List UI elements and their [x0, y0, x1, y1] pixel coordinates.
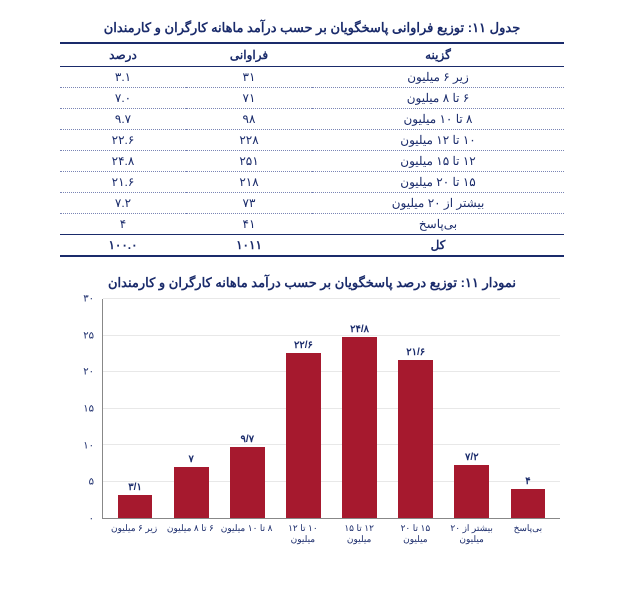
- bar: [398, 360, 433, 518]
- y-tick: ۰: [70, 514, 94, 525]
- table-cell-percent: ۱۰۰.۰: [60, 235, 186, 257]
- bar-column: ۷: [163, 299, 219, 518]
- bar-chart: ۰۵۱۰۱۵۲۰۲۵۳۰ ۳/۱۷۹/۷۲۲/۶۲۴/۸۲۱/۶۷/۲۴ زیر…: [70, 299, 564, 559]
- table-cell-option: کل: [312, 235, 564, 257]
- bar: [511, 489, 546, 518]
- table-cell-option: ۱۰ تا ۱۲ میلیون: [312, 130, 564, 151]
- y-tick: ۱۵: [70, 404, 94, 415]
- table-row: ۶ تا ۸ میلیون۷۱۷.۰: [60, 88, 564, 109]
- bar-column: ۲۴/۸: [332, 299, 388, 518]
- bar-value-label: ۹/۷: [241, 434, 255, 445]
- x-label: ۱۲ تا ۱۵ میلیون: [331, 519, 387, 559]
- x-label: ۶ تا ۸ میلیون: [162, 519, 218, 559]
- x-label: بی‌پاسخ: [500, 519, 556, 559]
- bar-value-label: ۲۲/۶: [294, 340, 313, 351]
- table-cell-option: ۶ تا ۸ میلیون: [312, 88, 564, 109]
- table-header-percent: درصد: [60, 43, 186, 67]
- table-cell-percent: ۲۴.۸: [60, 151, 186, 172]
- table-cell-percent: ۲۲.۶: [60, 130, 186, 151]
- table-row: ۸ تا ۱۰ میلیون۹۸۹.۷: [60, 109, 564, 130]
- bar: [230, 447, 265, 518]
- table-cell-frequency: ۷۳: [186, 193, 312, 214]
- table-cell-percent: ۷.۰: [60, 88, 186, 109]
- frequency-table: گزینه فراوانی درصد زیر ۶ میلیون۳۱۳.۱۶ تا…: [60, 42, 564, 257]
- table-cell-option: بیشتر از ۲۰ میلیون: [312, 193, 564, 214]
- x-axis-labels: زیر ۶ میلیون۶ تا ۸ میلیون۸ تا ۱۰ میلیون۱…: [102, 519, 560, 559]
- table-cell-frequency: ۱۰۱۱: [186, 235, 312, 257]
- y-axis: ۰۵۱۰۱۵۲۰۲۵۳۰: [70, 299, 98, 519]
- bar-value-label: ۲۱/۶: [406, 347, 425, 358]
- table-cell-frequency: ۲۱۸: [186, 172, 312, 193]
- bar-column: ۷/۲: [444, 299, 500, 518]
- table-row: ۱۵ تا ۲۰ میلیون۲۱۸۲۱.۶: [60, 172, 564, 193]
- bar-column: ۲۲/۶: [275, 299, 331, 518]
- bar-value-label: ۷: [189, 454, 194, 465]
- table-cell-frequency: ۴۱: [186, 214, 312, 235]
- bars-container: ۳/۱ ۷ ۹/۷ ۲۲/۶ ۲۴/۸ ۲۱/۶ ۷/۲ ۴: [103, 299, 560, 518]
- bar-value-label: ۲۴/۸: [350, 324, 369, 335]
- table-cell-option: زیر ۶ میلیون: [312, 67, 564, 88]
- chart-title: نمودار ۱۱: توزیع درصد پاسخگویان بر حسب د…: [60, 275, 564, 291]
- y-tick: ۲۵: [70, 330, 94, 341]
- y-tick: ۳۰: [70, 294, 94, 305]
- bar-column: ۴: [500, 299, 556, 518]
- table-cell-option: ۱۵ تا ۲۰ میلیون: [312, 172, 564, 193]
- table-cell-frequency: ۳۱: [186, 67, 312, 88]
- bar: [118, 495, 153, 518]
- table-cell-percent: ۴: [60, 214, 186, 235]
- table-row: ۱۰ تا ۱۲ میلیون۲۲۸۲۲.۶: [60, 130, 564, 151]
- table-header-option: گزینه: [312, 43, 564, 67]
- table-row: بیشتر از ۲۰ میلیون۷۳۷.۲: [60, 193, 564, 214]
- table-row: بی‌پاسخ۴۱۴: [60, 214, 564, 235]
- bar-value-label: ۴: [525, 476, 530, 487]
- table-cell-percent: ۲۱.۶: [60, 172, 186, 193]
- bar-value-label: ۳/۱: [128, 482, 142, 493]
- table-cell-percent: ۹.۷: [60, 109, 186, 130]
- table-cell-option: ۸ تا ۱۰ میلیون: [312, 109, 564, 130]
- table-cell-percent: ۷.۲: [60, 193, 186, 214]
- bar: [286, 353, 321, 518]
- table-row: کل۱۰۱۱۱۰۰.۰: [60, 235, 564, 257]
- x-label: ۱۰ تا ۱۲ میلیون: [275, 519, 331, 559]
- bar: [342, 337, 377, 518]
- table-cell-frequency: ۹۸: [186, 109, 312, 130]
- bar-column: ۹/۷: [219, 299, 275, 518]
- y-tick: ۵: [70, 477, 94, 488]
- x-label: ۱۵ تا ۲۰ میلیون: [387, 519, 443, 559]
- bar-column: ۲۱/۶: [388, 299, 444, 518]
- bar-column: ۳/۱: [107, 299, 163, 518]
- x-label: زیر ۶ میلیون: [106, 519, 162, 559]
- plot-area: ۳/۱ ۷ ۹/۷ ۲۲/۶ ۲۴/۸ ۲۱/۶ ۷/۲ ۴: [102, 299, 560, 519]
- table-cell-option: ۱۲ تا ۱۵ میلیون: [312, 151, 564, 172]
- table-cell-frequency: ۲۲۸: [186, 130, 312, 151]
- x-label: ۸ تا ۱۰ میلیون: [219, 519, 275, 559]
- table-cell-percent: ۳.۱: [60, 67, 186, 88]
- bar: [174, 467, 209, 518]
- table-header-frequency: فراوانی: [186, 43, 312, 67]
- table-cell-frequency: ۷۱: [186, 88, 312, 109]
- table-cell-option: بی‌پاسخ: [312, 214, 564, 235]
- table-cell-frequency: ۲۵۱: [186, 151, 312, 172]
- x-label: بیشتر از ۲۰ میلیون: [444, 519, 500, 559]
- y-tick: ۲۰: [70, 367, 94, 378]
- table-title: جدول ۱۱: توزیع فراوانی پاسخگویان بر حسب …: [60, 20, 564, 36]
- bar: [454, 465, 489, 518]
- bar-value-label: ۷/۲: [465, 452, 479, 463]
- y-tick: ۱۰: [70, 440, 94, 451]
- table-row: زیر ۶ میلیون۳۱۳.۱: [60, 67, 564, 88]
- table-row: ۱۲ تا ۱۵ میلیون۲۵۱۲۴.۸: [60, 151, 564, 172]
